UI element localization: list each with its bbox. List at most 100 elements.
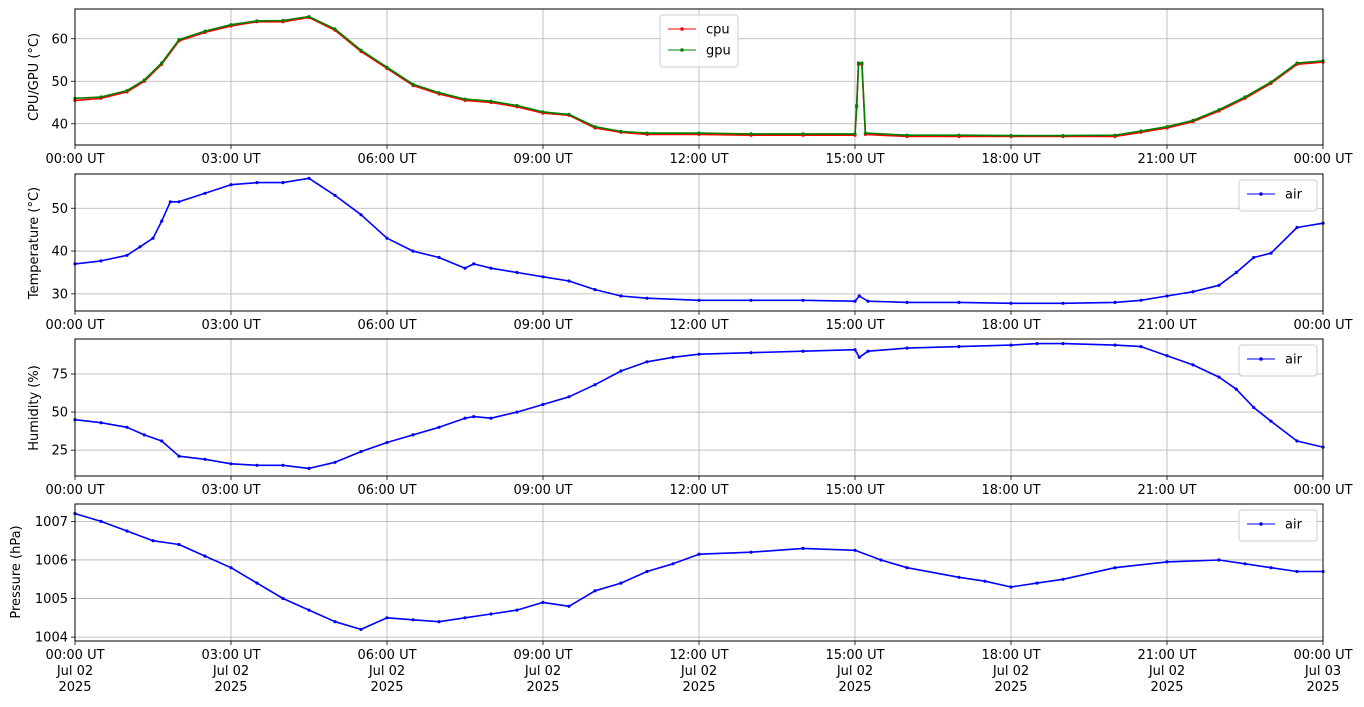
series-air-point — [281, 181, 285, 185]
series-air-point — [567, 395, 571, 399]
series-air-point — [1269, 251, 1273, 255]
series-air-point — [385, 440, 389, 445]
x-tick-label: 21:00 UT — [1137, 318, 1196, 333]
series-air-point — [151, 539, 155, 543]
plot-frame — [74, 173, 1324, 312]
series-air-point — [359, 213, 363, 217]
legend-marker-gpu — [680, 48, 684, 52]
panel-4: 00:00 UT Jul 02 2025 03:00 UT Jul 02 2025 06:0… — [35, 503, 1353, 695]
x-tick-label: 15:00 UT — [825, 318, 884, 333]
series-gpu-point — [160, 61, 164, 65]
series-air-point — [619, 294, 623, 298]
series-air-point — [1009, 343, 1013, 347]
series-gpu-point — [1113, 133, 1117, 137]
series-air-point — [411, 618, 415, 622]
series-air-point — [1009, 301, 1013, 305]
panel-1: 00:00 UT 03:00 UT 06:00 UT 09:00 UT 12:00 UT… — [45, 8, 1353, 167]
series-air-point — [411, 433, 415, 437]
series-gpu-point — [905, 133, 909, 137]
series-air-point — [749, 351, 753, 355]
series-air-point — [1139, 345, 1143, 349]
series-gpu-point — [142, 78, 146, 82]
legend-marker-air — [1259, 522, 1263, 526]
y-tick-label: 40 — [51, 245, 68, 260]
series-gpu-point — [229, 23, 233, 27]
legend-label-air: air — [1285, 518, 1303, 533]
series-air-point — [1113, 300, 1117, 304]
x-tick-label: 15:00 UT — [825, 483, 884, 498]
x-tick-label: 00:00 UT — [45, 318, 104, 333]
series-air-point — [1252, 255, 1256, 260]
series-gpu-point — [203, 29, 207, 33]
series-air-point — [749, 550, 753, 554]
series-gpu-point — [125, 89, 129, 93]
x-tick-label: 12:00 UT Jul 02 2025 — [669, 648, 728, 695]
series-air-point — [1234, 387, 1238, 391]
series-air-point — [203, 554, 207, 558]
series-air-point — [1061, 342, 1065, 346]
series-gpu-point — [749, 132, 753, 136]
series-air-point — [671, 355, 675, 359]
series-air-point — [619, 581, 623, 585]
series-air-point — [1061, 577, 1065, 581]
series-air-line — [74, 512, 1323, 631]
series-air-point — [437, 255, 441, 260]
plot-frame — [74, 8, 1324, 146]
legend-marker-air — [1259, 192, 1263, 196]
series-air-point — [472, 262, 476, 266]
y-tick-label: 1004 — [35, 631, 68, 646]
series-air-point — [541, 402, 545, 407]
series-gpu-point — [541, 110, 545, 114]
series-air-point — [333, 193, 337, 197]
series-gpu-point — [281, 18, 285, 23]
x-tick-label: 09:00 UT — [513, 483, 572, 498]
series-air-point — [463, 266, 467, 270]
x-tick-label: 06:00 UT Jul 02 2025 — [357, 648, 416, 695]
panel-4-ylabel: Pressure (hPa) — [9, 525, 24, 618]
y-tick-label: 1006 — [35, 553, 68, 568]
series-air-point — [437, 620, 441, 624]
series-gpu-point — [333, 27, 337, 31]
series-air-point — [541, 275, 545, 279]
legend-label-air: air — [1285, 188, 1303, 203]
series-air-point — [1113, 566, 1117, 570]
series-gpu-point — [697, 131, 701, 135]
series-air-point — [801, 546, 805, 551]
y-tick-label: 60 — [51, 32, 68, 47]
series-air-point — [1191, 290, 1195, 294]
series-gpu-point — [463, 97, 467, 101]
y-tick-label: 40 — [51, 117, 68, 132]
series-air-point — [255, 181, 259, 185]
series-air-point — [229, 183, 233, 187]
series-gpu-point — [1269, 80, 1273, 84]
panel-2-ylabel: Temperature (°C) — [27, 187, 42, 300]
x-tick-label: 18:00 UT — [981, 152, 1040, 167]
series-air-point — [160, 439, 164, 443]
series-air-point — [1295, 569, 1299, 574]
series-gpu-point — [619, 129, 623, 133]
series-air-point — [437, 425, 441, 429]
y-tick-label: 50 — [51, 406, 68, 421]
series-air-point — [203, 191, 207, 195]
x-tick-label: 00:00 UT — [45, 152, 104, 167]
series-air-point — [1269, 566, 1273, 570]
series-air-point — [801, 298, 805, 302]
series-air-point — [857, 294, 861, 298]
legend: air — [1238, 509, 1318, 542]
series-air-point — [853, 548, 857, 552]
series-air-point — [1113, 343, 1117, 347]
series-air-point — [1165, 560, 1169, 564]
series-air-point — [567, 279, 571, 283]
series-air-point — [593, 288, 597, 292]
x-tick-label: 21:00 UT — [1137, 483, 1196, 498]
series-air-point — [1295, 225, 1299, 230]
series-air-point — [385, 616, 389, 620]
series-air-point — [307, 176, 311, 180]
series-gpu-point — [1295, 61, 1299, 65]
series-air-point — [866, 349, 870, 353]
x-tick-label: 15:00 UT Jul 02 2025 — [825, 648, 884, 695]
x-tick-label: 03:00 UT — [201, 318, 260, 333]
y-tick-label: 25 — [51, 444, 68, 459]
y-tick-label: 50 — [51, 75, 68, 90]
